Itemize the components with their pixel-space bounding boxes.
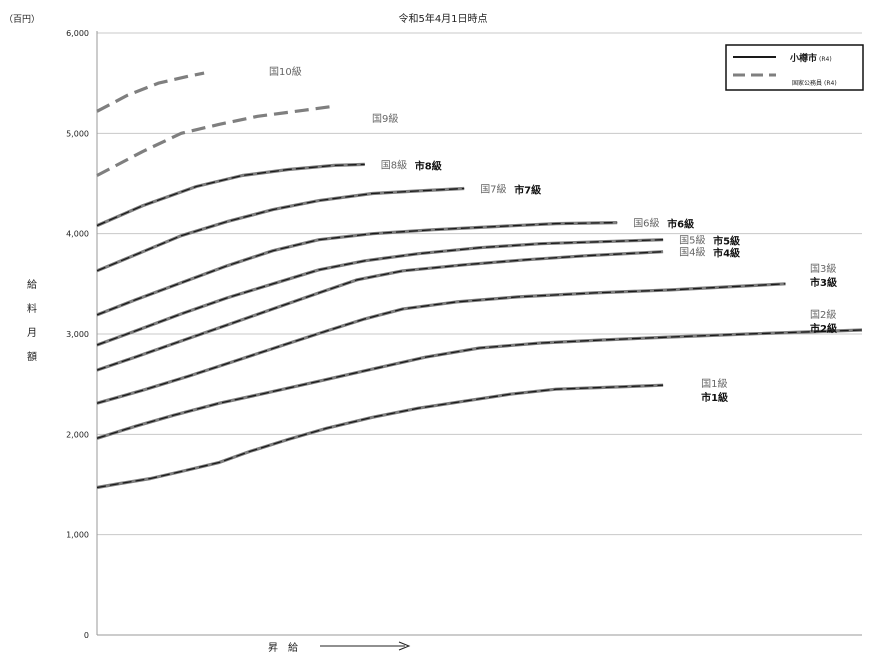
grid (96, 31, 862, 636)
series-line-kuni (96, 104, 335, 177)
legend-entry-shi: 小樽市 (R4) (789, 52, 832, 64)
series-label-kuni: 国5級 (679, 234, 705, 247)
series-label-shi: 市7級 (514, 184, 541, 197)
series-label-shi: 市2級 (810, 322, 837, 335)
series-line-shi (96, 187, 465, 272)
series-label-kuni: 国3級 (810, 262, 836, 275)
series-label-kuni: 国7級 (480, 183, 506, 196)
series-label-kuni: 国8級 (381, 158, 407, 171)
unit-label: （百円） (4, 14, 40, 25)
series-label-kuni: 国6級 (633, 217, 659, 230)
series-line-kuni (96, 71, 205, 113)
legend: 小樽市 (R4) 国家公務員 (R4) (725, 44, 864, 91)
series-label-shi: 市1級 (701, 391, 728, 404)
series-line-shi (96, 251, 664, 371)
series-label-kuni: 国4級 (679, 246, 705, 259)
y-tick-label: 3,000 (66, 330, 89, 339)
series-line-kuni (96, 328, 863, 440)
series-line-shi (96, 283, 786, 404)
series-label-kuni: 国9級 (372, 112, 398, 125)
legend-entry-kuni: 国家公務員 (R4) (792, 79, 837, 87)
series-labels: 国1級市1級国2級市2級国3級市3級国4級 市4級国5級 市5級国6級 市6級国7級市… (269, 65, 837, 404)
x-axis-arrow-head-icon (398, 641, 411, 651)
y-axis-label-char: 額 (27, 350, 37, 363)
y-axis-label-char: 給 (27, 278, 37, 291)
y-tick-label: 5,000 (66, 129, 89, 138)
series-label-shi: 市5級 (713, 235, 740, 248)
y-tick-label: 2,000 (66, 430, 89, 439)
series-line-shi (96, 221, 618, 316)
series-label-kuni: 国10級 (269, 65, 302, 78)
series-line-kuni (96, 383, 664, 490)
series-label-shi: 市4級 (713, 247, 740, 260)
series-line-kuni (96, 221, 618, 317)
series-line-kuni (96, 162, 365, 228)
series-label-kuni: 国1級 (701, 377, 727, 390)
x-axis-label: 昇 給 (268, 641, 411, 653)
series-label-shi: 市3級 (810, 276, 837, 289)
series-label-shi: 市6級 (667, 218, 694, 231)
series-label-shi: 市8級 (415, 159, 442, 172)
y-axis-ticks: 0 1,000 2,000 3,000 4,000 5,000 6,000 (66, 29, 89, 640)
series-line-kuni (96, 282, 786, 405)
x-axis-label-text: 昇 給 (268, 641, 298, 653)
y-axis-label-char: 料 (27, 302, 37, 315)
y-tick-label: 1,000 (66, 531, 89, 540)
series-line-shi (96, 163, 365, 227)
y-tick-label: 0 (84, 631, 89, 640)
y-tick-label: 4,000 (66, 230, 89, 239)
series-label-kuni: 国2級 (810, 308, 836, 321)
y-axis-label-char: 月 (27, 327, 37, 339)
series-lines (96, 71, 863, 490)
series-line-shi (96, 239, 664, 346)
y-tick-label: 6,000 (66, 29, 89, 38)
series-line-shi (96, 384, 664, 489)
series-line-kuni (96, 250, 664, 372)
legend-box (725, 44, 864, 91)
series-line-shi (96, 329, 863, 439)
chart-title: 令和5年4月1日時点 (398, 12, 487, 25)
y-axis-label: 給 料 月 額 (27, 278, 37, 363)
